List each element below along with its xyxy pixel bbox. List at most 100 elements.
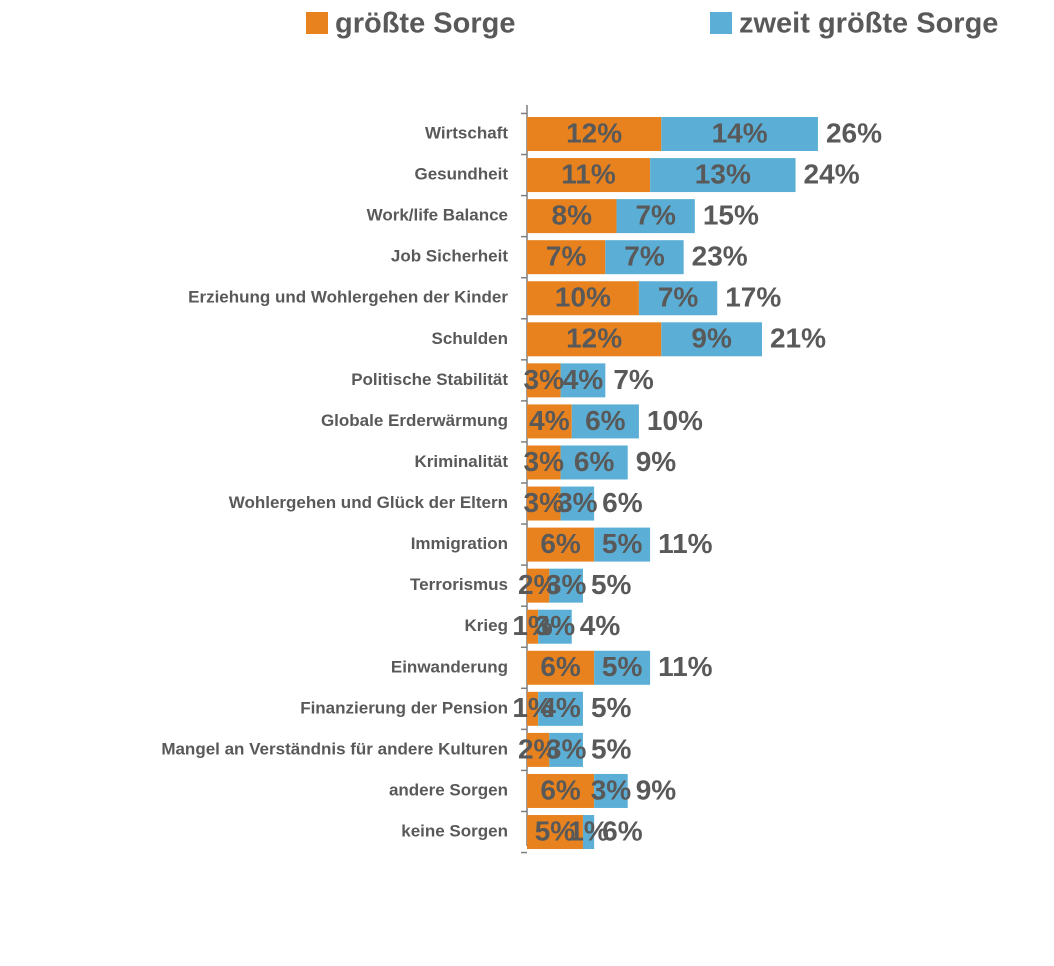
bar-segment	[538, 609, 572, 644]
total-label: 24%	[804, 158, 860, 189]
segment-label: 13%	[695, 158, 751, 189]
bar-segment	[527, 650, 595, 685]
segment-label: 1%	[512, 692, 553, 723]
segment-label: 3%	[546, 569, 587, 600]
segment-label: 4%	[563, 364, 604, 395]
category-label: Work/life Balance	[367, 206, 508, 225]
bar-segment	[616, 199, 695, 234]
segment-label: 3%	[591, 774, 632, 805]
segment-label: 6%	[540, 774, 581, 805]
segment-label: 3%	[546, 733, 587, 764]
total-label: 9%	[636, 774, 677, 805]
segment-label: 8%	[552, 200, 593, 231]
bar-segment	[527, 404, 572, 439]
segment-label: 4%	[540, 692, 581, 723]
segment-label: 14%	[712, 117, 768, 148]
total-label: 7%	[613, 364, 654, 395]
segment-label: 3%	[535, 610, 576, 641]
bar-segment	[527, 363, 561, 398]
legend-label: größte Sorge	[335, 8, 515, 40]
bar-segment	[527, 322, 662, 357]
total-label: 15%	[703, 200, 759, 231]
bar-segment	[527, 445, 561, 480]
total-label: 17%	[725, 282, 781, 313]
bar-segment	[527, 527, 595, 562]
total-label: 9%	[636, 446, 677, 477]
segment-label: 7%	[546, 241, 587, 272]
category-label: andere Sorgen	[389, 780, 508, 799]
bar-segment	[549, 568, 583, 603]
segment-label: 6%	[585, 405, 626, 436]
legend-swatch	[710, 12, 732, 34]
category-label: Terrorismus	[410, 575, 508, 594]
total-label: 26%	[826, 117, 882, 148]
category-label: keine Sorgen	[401, 822, 508, 841]
segment-label: 7%	[624, 241, 665, 272]
segment-label: 6%	[574, 446, 615, 477]
segment-label: 12%	[566, 117, 622, 148]
total-label: 5%	[591, 692, 632, 723]
bar-segment	[560, 486, 595, 521]
segment-label: 7%	[658, 282, 699, 313]
category-label: Schulden	[431, 329, 508, 348]
category-label: Erziehung und Wohlergehen der Kinder	[188, 288, 508, 307]
bar-segment	[560, 363, 606, 398]
bar-segment	[549, 732, 583, 767]
segment-label: 3%	[557, 487, 598, 518]
total-label: 11%	[658, 528, 713, 559]
bar-segment	[527, 199, 617, 234]
category-label: Finanzierung der Pension	[300, 698, 508, 717]
total-label: 6%	[602, 487, 643, 518]
segment-label: 9%	[691, 323, 732, 354]
bar-segment	[594, 527, 651, 562]
segment-label: 11%	[561, 158, 616, 189]
bar-segment	[661, 117, 818, 151]
segment-label: 1%	[568, 815, 609, 846]
total-label: 5%	[591, 733, 632, 764]
legend-swatch	[306, 12, 328, 34]
bar-segment	[661, 322, 762, 357]
segment-label: 6%	[540, 528, 581, 559]
category-label: Globale Erderwärmung	[321, 411, 508, 430]
category-label: Wohlergehen und Glück der Eltern	[229, 493, 508, 512]
bar-segment	[527, 240, 606, 275]
bar-segment	[650, 158, 796, 193]
total-label: 21%	[770, 323, 826, 354]
bar-segment	[527, 773, 595, 808]
bar-segment	[594, 650, 651, 685]
bar-segment	[527, 609, 539, 644]
bar-segment	[527, 117, 662, 151]
segment-label: 7%	[635, 200, 676, 231]
segment-label: 5%	[602, 651, 643, 682]
bar-segment	[638, 281, 718, 316]
category-label: Kriminalität	[414, 452, 508, 471]
category-label: Wirtschaft	[425, 123, 508, 142]
bar-segment	[560, 445, 628, 480]
segment-label: 12%	[566, 323, 622, 354]
segment-label: 6%	[540, 651, 581, 682]
category-label: Einwanderung	[391, 657, 508, 676]
bar-segment	[582, 815, 595, 850]
segment-label: 3%	[524, 364, 565, 395]
bar-segment	[527, 732, 550, 767]
segment-label: 4%	[529, 405, 570, 436]
legend-label: zweit größte Sorge	[739, 8, 998, 40]
bar-segment	[538, 691, 583, 726]
segment-label: 5%	[535, 815, 576, 846]
segment-label: 10%	[555, 282, 611, 313]
category-label: Immigration	[411, 534, 508, 553]
bar-segment	[527, 815, 583, 850]
segment-label: 3%	[524, 446, 565, 477]
bar-segment	[527, 158, 651, 193]
segment-label: 5%	[602, 528, 643, 559]
segment-label: 1%	[512, 610, 553, 641]
segment-label: 2%	[518, 569, 559, 600]
bar-segment	[527, 486, 561, 521]
total-label: 11%	[658, 651, 713, 682]
segment-label: 2%	[518, 733, 559, 764]
bar-segment	[594, 773, 628, 808]
bar-segment	[527, 568, 550, 603]
category-label: Job Sicherheit	[391, 247, 508, 266]
total-label: 4%	[580, 610, 621, 641]
